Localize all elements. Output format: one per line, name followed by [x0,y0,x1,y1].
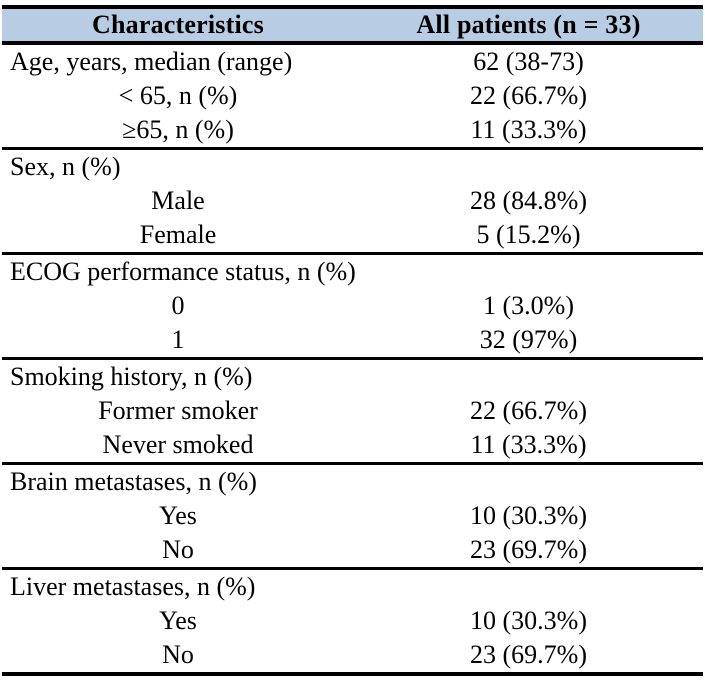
row-value [354,569,703,605]
row-label: 1 [2,323,354,360]
row-label: < 65, n (%) [118,81,238,110]
row-label: Liver metastases, n (%) [10,572,256,601]
row-value: 10 (30.3%) [470,606,587,635]
row-label: Sex, n (%) [10,152,121,181]
row-label: No [2,533,354,570]
table-row-smoking-former: Former smoker 22 (66.7%) [2,394,703,428]
row-value [354,464,703,500]
row-value: 11 (33.3%) [354,428,703,465]
table-row-sex-female: Female 5 (15.2%) [2,218,703,255]
row-value: 62 (38-73) [473,47,584,76]
row-value: 11 (33.3%) [354,113,703,150]
row-label: 0 [171,291,185,320]
row-value: 10 (30.3%) [470,501,587,530]
patient-characteristics-table: Characteristics All patients (n = 33) Ag… [2,5,703,676]
row-label: Female [2,218,354,255]
table-row-ecog-0: 0 1 (3.0%) [2,289,703,323]
row-value: 22 (66.7%) [470,81,587,110]
table-row-age-lt65: < 65, n (%) 22 (66.7%) [2,79,703,113]
row-value: 32 (97%) [354,323,703,360]
row-label: ECOG performance status, n (%) [10,257,356,286]
table-body: Age, years, median (range) 62 (38-73) < … [2,43,703,676]
row-value [354,149,703,185]
table-header: Characteristics All patients (n = 33) [2,5,703,45]
header-row: Characteristics All patients (n = 33) [2,5,703,45]
table-row-brain-mets: Brain metastases, n (%) [2,464,703,500]
table-row-liver-mets-yes: Yes 10 (30.3%) [2,604,703,638]
row-label: Age, years, median (range) [10,47,293,76]
table-row-liver-mets-no: No 23 (69.7%) [2,638,703,676]
table-row-sex-male: Male 28 (84.8%) [2,184,703,218]
row-label: Male [151,186,205,215]
table-row-smoking-never: Never smoked 11 (33.3%) [2,428,703,465]
table-row-ecog-1: 1 32 (97%) [2,323,703,360]
table-row-age-ge65: ≥65, n (%) 11 (33.3%) [2,113,703,150]
row-label: Brain metastases, n (%) [10,467,257,496]
row-label: ≥65, n (%) [2,113,354,150]
row-label: No [2,638,354,676]
header-cell-all-patients: All patients (n = 33) [354,5,703,45]
table-row-age-median: Age, years, median (range) 62 (38-73) [2,43,703,79]
table-row-smoking: Smoking history, n (%) [2,359,703,395]
row-label: Yes [159,501,197,530]
row-value: 28 (84.8%) [470,186,587,215]
table-row-ecog: ECOG performance status, n (%) [2,254,703,290]
row-value: 5 (15.2%) [354,218,703,255]
row-value: 23 (69.7%) [354,638,703,676]
table-row-liver-mets: Liver metastases, n (%) [2,569,703,605]
row-value [354,254,703,290]
table-row-brain-mets-yes: Yes 10 (30.3%) [2,499,703,533]
row-label: Former smoker [98,396,258,425]
row-label: Yes [159,606,197,635]
row-value [354,359,703,395]
row-value: 22 (66.7%) [470,396,587,425]
row-value: 23 (69.7%) [354,533,703,570]
row-label: Never smoked [2,428,354,465]
row-value: 1 (3.0%) [483,291,574,320]
table-row-sex: Sex, n (%) [2,149,703,185]
header-cell-characteristics: Characteristics [2,5,354,45]
row-label: Smoking history, n (%) [10,362,253,391]
table-row-brain-mets-no: No 23 (69.7%) [2,533,703,570]
